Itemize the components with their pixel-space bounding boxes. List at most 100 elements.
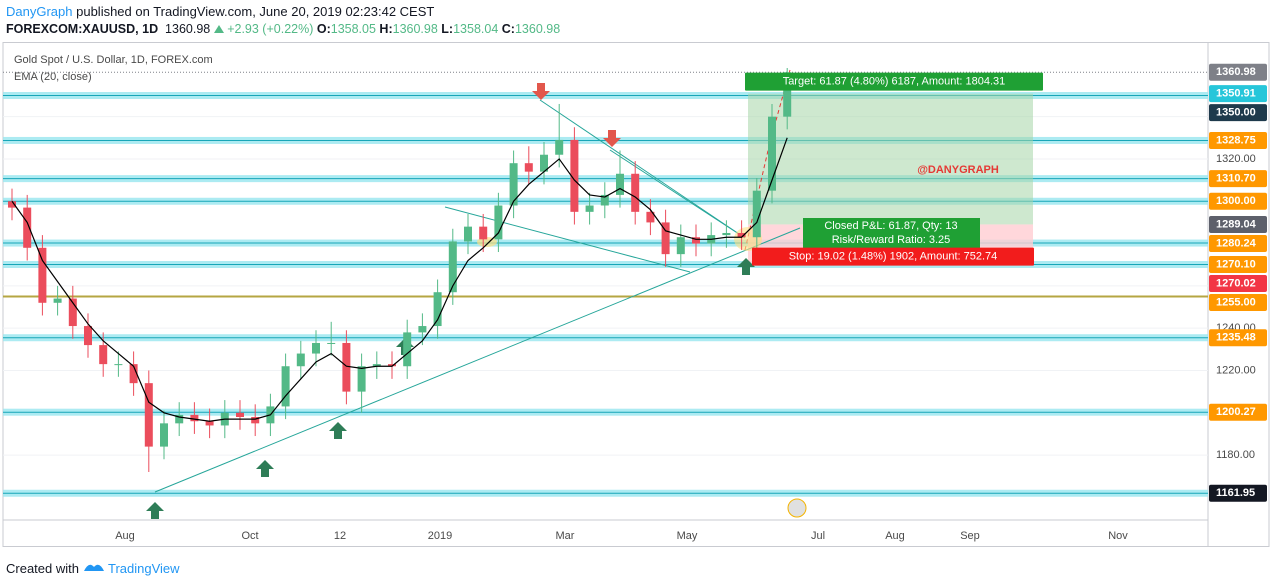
closed-label-bg (803, 218, 980, 248)
price-tag (1209, 403, 1267, 421)
ohlc-label: H: (379, 22, 393, 36)
price-tag-label: 1270.02 (1216, 277, 1256, 289)
candle-body (494, 205, 503, 240)
candle-body (722, 232, 731, 236)
candle-body (631, 173, 640, 212)
trendline (539, 99, 746, 239)
price-tag (1209, 484, 1267, 502)
y-tick-label: 1180.00 (1216, 449, 1255, 461)
candle-body (585, 205, 594, 212)
candle-body (661, 222, 670, 255)
ohlc-value: 1360.98 (392, 22, 438, 36)
candle-body (84, 326, 92, 346)
legend-symbol: Gold Spot / U.S. Dollar, 1D, FOREX.com (14, 54, 213, 66)
candle-body (524, 163, 533, 172)
stop-label: Stop: 19.02 (1.48%) 1902, Amount: 752.74 (789, 251, 998, 263)
trendline (444, 206, 691, 273)
watermark: @DANYGRAPH (917, 164, 999, 176)
x-tick-label: Aug (885, 530, 905, 542)
candle-body (68, 298, 77, 327)
candle-body (479, 226, 488, 240)
price-tag (1209, 256, 1267, 274)
footer: Created with TradingView (6, 561, 180, 576)
price-tag-label: 1350.91 (1216, 87, 1256, 99)
arrows-down (532, 83, 621, 147)
price-tag (1209, 234, 1267, 252)
price-tag-label: 1350.00 (1216, 106, 1256, 118)
candle-body (160, 423, 168, 447)
published: published on TradingView.com, June 20, 2… (76, 4, 435, 19)
up-icon (213, 25, 224, 33)
candle-body (357, 366, 366, 392)
y-tick-label: 1320.00 (1216, 153, 1256, 165)
candle-body (509, 163, 518, 206)
ohlc-value: 1360.98 (514, 22, 561, 36)
candle-body (23, 207, 32, 248)
candle-body (342, 342, 351, 392)
target-label: Target: 61.87 (4.80%) 6187, Amount: 1804… (783, 75, 1006, 87)
ohlc-label: C: (501, 22, 515, 36)
ohlc-value: 1358.04 (453, 22, 499, 36)
target-label-bg (745, 72, 1043, 91)
candle-body (372, 364, 381, 367)
price-tag-label: 1289.04 (1216, 218, 1257, 230)
candle-body (783, 72, 792, 117)
price-tag-label: 1161.95 (1216, 487, 1255, 499)
price-tag (1209, 63, 1267, 81)
candle-body (175, 414, 184, 424)
x-tick-label: 2019 (428, 530, 452, 542)
candle-body (53, 298, 62, 303)
candle-body (433, 292, 442, 327)
candle-body (646, 211, 655, 223)
candle-body (540, 154, 548, 172)
price-tag (1209, 192, 1267, 210)
y-tick-label: 1220.00 (1216, 364, 1256, 376)
candle-body (99, 345, 108, 365)
ohlc-label: O: (316, 22, 331, 36)
price-tag (1209, 215, 1267, 233)
brand[interactable]: TradingView (108, 561, 180, 576)
price-tag-label: 1280.24 (1216, 237, 1257, 249)
x-tick-label: Jul (811, 530, 825, 542)
price-tag (1209, 85, 1267, 103)
price-tag-label: 1270.10 (1216, 258, 1256, 270)
price-tag-label: 1200.27 (1216, 406, 1256, 418)
candle-body (768, 116, 776, 191)
ema-line (11, 137, 788, 422)
candle-body (327, 342, 336, 344)
trendline (609, 149, 746, 239)
candle-body (403, 332, 412, 367)
candle-body (600, 194, 609, 206)
ohlc-value: 1358.05 (330, 22, 376, 36)
layers (3, 71, 1208, 497)
candle-body (737, 232, 746, 238)
candle-body (38, 247, 47, 303)
chart: Gold Spot / U.S. Dollar, 1D, FOREX.com E… (2, 42, 1270, 547)
change: +2.93 (+0.22%) (227, 22, 314, 36)
price-tag (1209, 275, 1267, 293)
candle-body (418, 326, 427, 333)
price-tag-label: 1300.00 (1216, 195, 1256, 207)
author[interactable]: DanyGraph (6, 4, 73, 19)
candle-body (448, 241, 457, 293)
x-tick-label: Oct (241, 530, 258, 542)
price-tag (1209, 131, 1267, 149)
x-tick-label: 12 (334, 530, 346, 542)
candle-body (388, 364, 396, 367)
target-zone (748, 93, 1033, 225)
x-tick-label: Aug (115, 530, 135, 542)
candle-body (251, 416, 260, 424)
stop-label-bg (752, 247, 1034, 266)
ratio-label: Risk/Reward Ratio: 3.25 (832, 234, 951, 246)
candle-body (114, 364, 123, 366)
candle-body (129, 364, 138, 384)
price-tag-label: 1235.48 (1216, 332, 1256, 344)
candle-body (205, 421, 214, 426)
price-tag-label: 1360.98 (1216, 66, 1256, 78)
price-tag-label: 1310.70 (1216, 173, 1256, 185)
candle-body (616, 173, 624, 195)
candle-body (464, 226, 472, 242)
x-tick-label: May (677, 530, 698, 542)
x-tick-label: Mar (556, 530, 575, 542)
event-icon (787, 498, 807, 518)
